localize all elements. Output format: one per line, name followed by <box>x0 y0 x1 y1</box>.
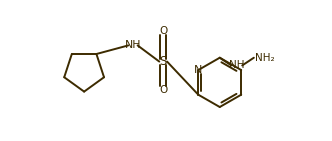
Text: S: S <box>159 55 167 68</box>
Text: O: O <box>159 85 167 95</box>
Text: NH: NH <box>229 60 245 70</box>
Text: O: O <box>159 26 167 36</box>
Text: N: N <box>194 65 203 75</box>
Text: NH₂: NH₂ <box>255 53 275 63</box>
Text: NH: NH <box>125 40 141 50</box>
